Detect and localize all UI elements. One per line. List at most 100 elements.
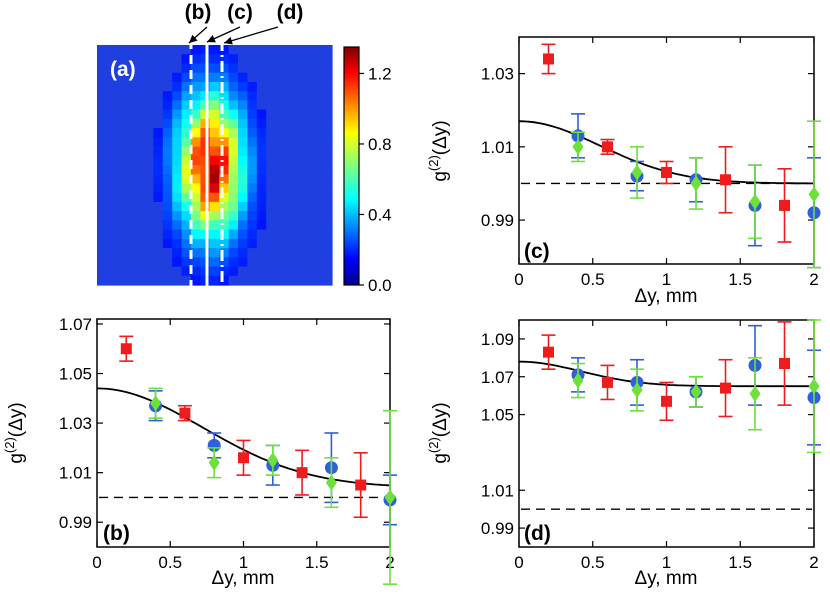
heatmap-cell [238, 146, 248, 157]
x-tick-label: 1 [239, 553, 248, 572]
heatmap-cell [303, 183, 314, 194]
heatmap-cell [191, 100, 201, 111]
heatmap-cell [322, 63, 333, 74]
heatmap-cell [144, 72, 154, 83]
heatmap-cell [97, 238, 107, 249]
heatmap-cell [228, 275, 239, 286]
heatmap-cell [303, 91, 314, 101]
heatmap-cell [275, 174, 286, 185]
heatmap-cell [275, 192, 286, 203]
heatmap-cell [219, 174, 230, 185]
heatmap-cell [228, 201, 239, 212]
heatmap-cell [200, 275, 211, 286]
heatmap-cell [144, 238, 154, 249]
heatmap-cell [144, 54, 154, 65]
y-tick-label: 1.01 [59, 464, 92, 483]
heatmap-cell [144, 45, 154, 55]
heatmap-cell [115, 248, 126, 258]
heatmap-cell [247, 100, 258, 111]
heatmap-cell [256, 211, 267, 221]
heatmap-cell [294, 45, 305, 55]
heatmap-cell [153, 72, 164, 83]
heatmap-cell [200, 72, 211, 83]
heatmap-cell [153, 137, 164, 148]
heatmap-cell [228, 100, 239, 111]
heatmap-cell [285, 275, 295, 286]
heatmap-cell [106, 211, 117, 221]
heatmap-cell [285, 192, 295, 203]
heatmap-cell [266, 192, 277, 203]
heatmap-cell [153, 229, 164, 240]
heatmap-cell [106, 192, 117, 203]
heatmap-cell [275, 63, 286, 74]
heatmap-cell [313, 63, 324, 74]
heatmap-cell [115, 91, 126, 101]
heatmap-cell [172, 192, 183, 203]
heatmap-cell [275, 201, 286, 212]
data-point-square [602, 141, 613, 153]
y-tick-label: 0.99 [481, 211, 514, 230]
heatmap-cell [200, 192, 211, 203]
heatmap-cell [294, 229, 305, 240]
y-tick-label: 1.03 [59, 414, 92, 433]
heatmap-cell [209, 118, 220, 129]
heatmap-cell [162, 229, 173, 240]
heatmap-cell [313, 118, 324, 129]
heatmap-cell [106, 54, 117, 65]
heatmap-cell [228, 146, 239, 157]
heatmap-cell [162, 91, 173, 101]
data-point-diamond [749, 193, 761, 210]
heatmap-cell [209, 229, 220, 240]
heatmap-cell [181, 81, 192, 92]
heatmap-cell [200, 45, 211, 55]
heatmap-cell [303, 146, 314, 157]
heatmap-cell [322, 183, 333, 194]
heatmap-cell [285, 238, 295, 249]
heatmap-cell [191, 211, 201, 221]
heatmap-cell [275, 109, 286, 120]
heatmap-cell [313, 137, 324, 148]
heatmap-cell [144, 100, 154, 111]
heatmap-cell [247, 211, 258, 221]
x-tick-label: 0.5 [581, 553, 605, 572]
heatmap-cell [266, 118, 277, 129]
heatmap-cell [219, 146, 230, 157]
heatmap-cell [181, 183, 192, 194]
heatmap-cell [285, 248, 295, 258]
cut-label-b: (b) [185, 1, 212, 24]
heatmap-cell [134, 146, 145, 157]
heatmap-cell [125, 275, 136, 286]
cut-label-arrows [188, 26, 279, 45]
heatmap-cell [115, 257, 126, 268]
heatmap-cell [313, 81, 324, 92]
heatmap-cell [266, 72, 277, 83]
heatmap-cell [247, 192, 258, 203]
heatmap-cell [125, 238, 136, 249]
panel-a-heatmap: (a) (b) (c) (d) 0.0 0.4 0.8 1.2 [97, 1, 392, 295]
heatmap-cell [191, 45, 201, 55]
heatmap-cell [106, 118, 117, 129]
heatmap-cell [153, 183, 164, 194]
cut-arrowhead-c [206, 35, 216, 43]
heatmap-cell [275, 128, 286, 138]
heatmap-cell [209, 91, 220, 101]
heatmap-cell [209, 63, 220, 74]
heatmap-cell [303, 275, 314, 286]
heatmap-cell [275, 91, 286, 101]
heatmap-cell [125, 248, 136, 258]
heatmap-cell [191, 118, 201, 129]
heatmap-cell [256, 165, 267, 175]
heatmap-cell [144, 174, 154, 185]
heatmap-cell [97, 91, 107, 101]
heatmap-cell [191, 248, 201, 258]
heatmap-cell [322, 81, 333, 92]
heatmap-cell [200, 109, 211, 120]
heatmap-cell [115, 238, 126, 249]
heatmap-cell [200, 229, 211, 240]
heatmap-cell [153, 118, 164, 129]
heatmap-cell [238, 220, 248, 231]
heatmap-cell [115, 72, 126, 83]
heatmap-cell [115, 100, 126, 111]
heatmap-cell [125, 174, 136, 185]
